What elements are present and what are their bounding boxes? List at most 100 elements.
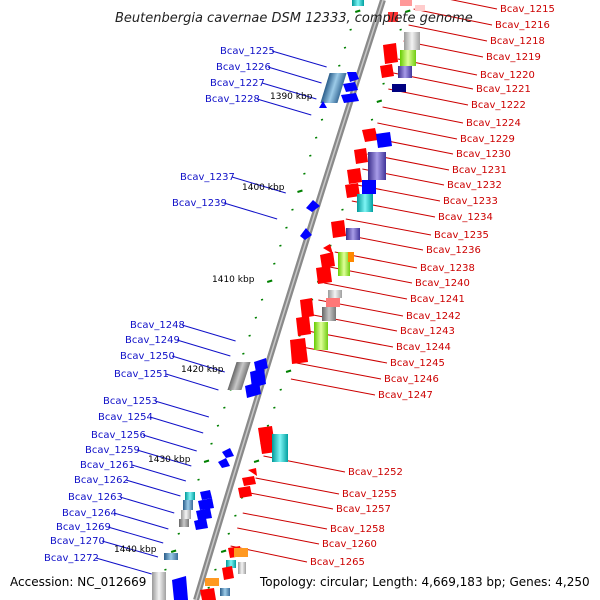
gene-label: Bcav_1216 [495,20,550,31]
gene-label: Bcav_1226 [216,62,271,73]
gene-feature [348,252,354,262]
position-tick [210,442,213,445]
gene-feature [398,66,412,78]
gene-feature [400,0,412,6]
leader-line [231,176,286,194]
position-tick [227,532,231,535]
leader-line [107,526,164,544]
position-tick [266,424,270,427]
gene-feature [392,84,406,92]
position-tick [177,532,181,535]
gene-feature [200,588,216,600]
gene-feature [198,498,214,510]
gene-label: Bcav_1236 [426,245,481,256]
gene-label: Bcav_1218 [490,36,545,47]
leader-line [176,339,231,357]
gene-label: Bcav_1222 [471,100,526,111]
position-tick [309,154,312,157]
gene-label: Bcav_1250 [120,351,175,362]
gene-label: Bcav_1256 [91,430,146,441]
gene-feature [238,486,252,498]
leader-line [165,373,219,391]
position-tick [223,406,226,409]
gene-feature [179,519,189,527]
gene-feature [328,290,342,298]
gene-label: Bcav_1229 [460,134,515,145]
gene-label: Bcav_1249 [125,335,180,346]
gene-label: Bcav_1227 [210,78,265,89]
leader-line [223,202,278,220]
gene-feature [200,490,212,500]
gene-feature [227,362,251,390]
leader-line [181,324,236,342]
position-tick [220,549,227,553]
gene-label: Bcav_1215 [500,4,555,15]
gene-feature [338,252,350,276]
gene-feature [194,518,208,530]
gene-feature [272,434,288,462]
gene-feature [343,82,358,92]
gene-label: Bcav_1241 [410,294,465,305]
gene-label: Bcav_1272 [44,553,99,564]
gene-feature [362,128,378,142]
gene-label: Bcav_1258 [330,524,385,535]
gene-feature [296,316,311,336]
gene-label: Bcav_1228 [205,94,260,105]
gene-feature [185,492,195,500]
position-tick [260,298,264,301]
gene-feature [346,228,360,240]
gene-label: Bcav_1233 [443,196,498,207]
gene-label: Bcav_1221 [476,84,531,95]
gene-label: Bcav_1251 [114,369,169,380]
gene-feature [362,180,376,194]
position-tick [273,406,276,409]
position-tick [216,424,220,427]
gene-feature [345,183,360,198]
leader-line [119,496,175,514]
gene-feature [380,64,394,78]
gene-label: Bcav_1245 [390,358,445,369]
gene-feature [404,32,420,50]
gene-feature [152,572,166,600]
gene-feature [376,132,392,148]
leader-line [131,464,187,482]
kbp-label: 1390 kbp [270,92,313,102]
gene-label: Bcav_1225 [220,46,275,57]
leader-line [171,355,225,373]
leader-line [408,24,488,42]
gene-feature [205,578,219,586]
gene-feature [300,228,312,240]
gene-feature [357,194,373,212]
leader-line [450,0,498,10]
kbp-label: 1410 kbp [212,275,255,285]
gene-label: Bcav_1255 [342,489,397,500]
kbp-label: 1440 kbp [114,545,157,555]
label-leader-lines [95,0,498,575]
leader-line [242,512,328,530]
position-tick [203,459,210,463]
kbp-label: 1420 kbp [181,365,224,375]
leader-line [261,82,317,100]
leader-line [95,557,152,575]
position-tick [382,82,385,85]
gene-label: Bcav_1235 [434,230,489,241]
position-tick [234,514,237,517]
gene-feature [258,426,276,454]
gene-label: Bcav_1257 [336,504,391,515]
gene-feature [245,382,261,398]
topology-text: Topology: circular; Length: 4,669,183 bp… [259,575,590,589]
gene-feature [383,43,398,64]
gene-label: Bcav_1270 [50,536,105,547]
gene-feature [347,168,362,184]
gene-label: Bcav_1253 [103,396,158,407]
position-tick [354,9,361,13]
position-tick [253,459,260,463]
leader-line [382,106,464,124]
gene-label: Bcav_1248 [130,320,185,331]
gene-label: Bcav_1232 [447,180,502,191]
position-tick [370,118,374,121]
position-tick [254,316,258,319]
position-tick [320,118,324,121]
gene-label: Bcav_1220 [480,70,535,81]
kbp-label: 1430 kbp [148,455,191,465]
